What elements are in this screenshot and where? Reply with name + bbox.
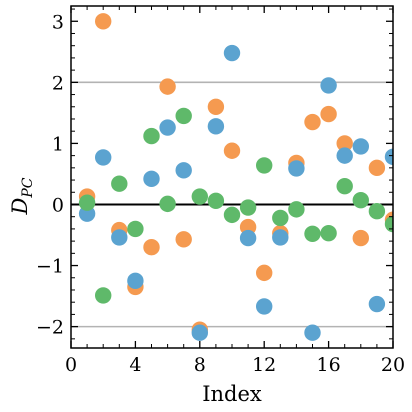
point-series2-14 xyxy=(288,160,305,177)
x-tick-label: 4 xyxy=(129,354,141,376)
y-tick-label: 2 xyxy=(52,72,64,94)
point-series2-6 xyxy=(159,119,176,136)
point-series1-19 xyxy=(368,159,386,177)
y-tick-label: −1 xyxy=(36,256,64,278)
point-series2-19 xyxy=(368,295,386,313)
point-series3-15 xyxy=(304,225,321,242)
point-series3-17 xyxy=(336,177,353,195)
point-series3-5 xyxy=(143,127,160,145)
y-axis-label-main: D xyxy=(8,197,32,215)
point-series1-6 xyxy=(159,78,176,95)
point-series2-2 xyxy=(95,149,112,166)
x-tick-label: 12 xyxy=(252,354,276,376)
x-tick-label: 0 xyxy=(65,354,77,376)
point-series3-14 xyxy=(288,201,305,218)
point-series2-16 xyxy=(320,77,337,94)
point-series2-10 xyxy=(223,44,241,62)
point-series2-20 xyxy=(384,148,393,166)
point-series1-5 xyxy=(143,239,160,256)
point-series3-13 xyxy=(272,209,289,227)
point-series2-18 xyxy=(352,138,369,155)
point-series2-8 xyxy=(191,324,208,341)
point-series3-11 xyxy=(239,199,257,216)
y-axis-label-subscript: PC xyxy=(20,177,36,198)
point-series3-16 xyxy=(320,224,337,242)
point-series3-7 xyxy=(175,107,192,125)
axis-ticks xyxy=(70,6,394,348)
point-series3-18 xyxy=(352,192,369,209)
point-series1-10 xyxy=(223,142,241,159)
point-series1-18 xyxy=(352,229,369,247)
y-tick-label: 1 xyxy=(52,133,64,155)
x-tick-label: 20 xyxy=(381,354,405,376)
point-series1-15 xyxy=(304,113,321,131)
x-axis-label: Index xyxy=(202,382,262,406)
y-tick-label: −2 xyxy=(36,317,64,339)
point-series1-2 xyxy=(95,13,112,30)
point-series2-17 xyxy=(336,147,353,164)
point-series3-8 xyxy=(191,188,208,205)
point-series2-12 xyxy=(256,298,273,315)
point-series3-20 xyxy=(384,215,393,233)
point-series3-3 xyxy=(111,175,128,192)
point-series1-9 xyxy=(207,98,225,115)
y-tick-label: 0 xyxy=(52,194,64,216)
point-series1-7 xyxy=(175,231,192,248)
point-series2-13 xyxy=(272,229,289,246)
point-series2-4 xyxy=(127,272,144,290)
point-series2-9 xyxy=(207,118,225,135)
point-series3-10 xyxy=(223,206,241,224)
point-series1-16 xyxy=(320,105,337,123)
x-tick-label: 16 xyxy=(317,354,341,376)
point-series2-5 xyxy=(143,170,160,188)
point-series3-4 xyxy=(127,220,144,238)
point-series2-11 xyxy=(239,229,257,247)
x-tick-label: 8 xyxy=(194,354,206,376)
y-axis-label: DPC xyxy=(8,177,36,215)
point-series3-6 xyxy=(159,195,176,213)
point-series2-3 xyxy=(111,229,128,246)
point-series1-12 xyxy=(256,264,273,282)
point-series3-19 xyxy=(368,203,386,220)
point-series1-17 xyxy=(336,135,353,152)
data-points xyxy=(78,13,393,341)
point-series2-15 xyxy=(304,324,321,341)
point-series2-7 xyxy=(175,162,192,179)
point-series3-2 xyxy=(95,287,112,304)
point-series3-1 xyxy=(78,194,96,211)
y-tick-label: 3 xyxy=(52,11,64,33)
point-series3-12 xyxy=(256,157,273,174)
reference-lines xyxy=(71,81,393,328)
point-series3-9 xyxy=(207,192,225,210)
